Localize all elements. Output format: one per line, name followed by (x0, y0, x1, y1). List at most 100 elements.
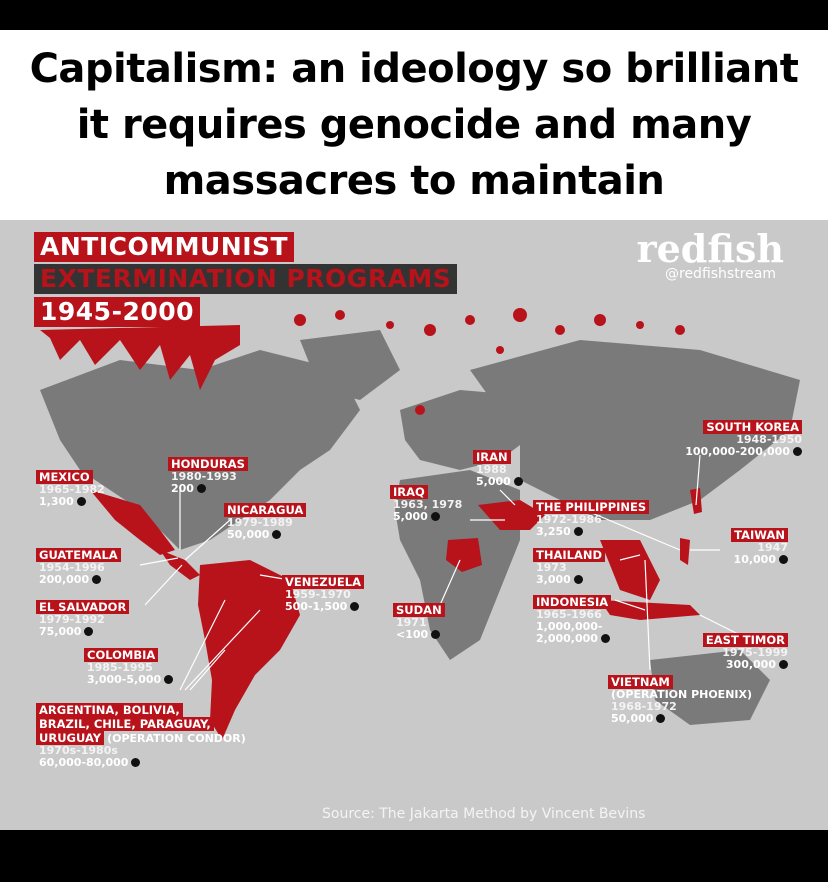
skull-icon (92, 575, 102, 584)
label-venezuela: VENEZUELA 1959-1970 500-1,500 (282, 575, 364, 613)
iran-count: 5,000 (476, 475, 511, 488)
condor-name-line3: URUGUAY (36, 731, 105, 745)
vietnam-name: VIETNAM (608, 675, 673, 689)
indonesia-years: 1965-1966 (536, 608, 602, 621)
colombia-years: 1985-1995 (87, 661, 153, 674)
venezuela-count: 500-1,500 (285, 600, 348, 613)
honduras-count: 200 (171, 482, 194, 495)
blood-splatter (40, 308, 685, 415)
skull-icon (600, 634, 610, 643)
el-salvador-years: 1979-1992 (39, 613, 105, 626)
mexico-count: 1,300 (39, 495, 74, 508)
el-salvador-name: EL SALVADOR (36, 600, 130, 614)
el-salvador-count: 75,000 (39, 625, 82, 638)
label-east-timor: EAST TIMOR 1975-1999 300,000 (702, 633, 788, 671)
skull-icon (350, 602, 360, 611)
skull-icon (430, 512, 440, 521)
condor-count: 60,000-80,000 (39, 756, 129, 769)
nicaragua-name: NICARAGUA (224, 503, 307, 517)
poster-title-line1: ANTICOMMUNIST (34, 232, 295, 262)
vietnam-operation: (OPERATION PHOENIX) (611, 688, 753, 701)
skull-icon (84, 627, 94, 636)
honduras-name: HONDURAS (168, 457, 248, 471)
meme-caption: Capitalism: an ideology so brilliant it … (0, 30, 828, 220)
condor-years: 1970s-1980s (39, 744, 118, 757)
label-iraq: IRAQ 1963, 1978 5,000 (390, 485, 462, 523)
condor-operation: (OPERATION CONDOR) (107, 732, 246, 745)
australia-landmass (650, 650, 770, 725)
philippines-region (680, 538, 690, 565)
nicaragua-count: 50,000 (227, 528, 270, 541)
sudan-years: 1971 (396, 616, 427, 629)
sudan-name: SUDAN (393, 603, 445, 617)
asia-landmass (470, 340, 800, 520)
label-operation-condor: ARGENTINA, BOLIVIA, BRAZIL, CHILE, PARAG… (36, 703, 246, 769)
world-map (40, 308, 800, 740)
taiwan-count: 10,000 (733, 553, 776, 566)
iraq-iran-region (478, 500, 545, 530)
philippines-count: 3,250 (536, 525, 571, 538)
iraq-count: 5,000 (393, 510, 428, 523)
label-thailand: THAILAND 1973 3,000 (533, 548, 606, 586)
label-sudan: SUDAN 1971 <100 (393, 603, 445, 641)
skull-icon (513, 477, 523, 486)
skull-icon (272, 530, 282, 539)
guatemala-years: 1954-1996 (39, 561, 105, 574)
southeast-asia-region (600, 540, 660, 600)
label-nicaragua: NICARAGUA 1979-1989 50,000 (224, 503, 307, 541)
brand-handle: @redfishstream (665, 266, 776, 282)
skull-icon (164, 675, 174, 684)
honduras-years: 1980-1993 (171, 470, 237, 483)
east-timor-name: EAST TIMOR (702, 633, 788, 647)
skull-icon (131, 758, 141, 767)
indonesia-region (600, 600, 700, 620)
colombia-name: COLOMBIA (84, 648, 159, 662)
vietnam-years: 1968-1972 (611, 700, 677, 713)
skull-icon (431, 630, 441, 639)
label-south-korea: SOUTH KOREA 1948-1950 100,000-200,000 (682, 420, 802, 458)
label-honduras: HONDURAS 1980-1993 200 (168, 457, 248, 495)
skull-icon (779, 555, 788, 564)
condor-name-line1: ARGENTINA, BOLIVIA, (36, 703, 183, 717)
label-taiwan: TAIWAN 1947 10,000 (731, 528, 788, 566)
poster-title-line3: 1945-2000 (34, 297, 201, 327)
iran-name: IRAN (473, 450, 511, 464)
venezuela-years: 1959-1970 (285, 588, 351, 601)
colombia-count: 3,000-5,000 (87, 673, 162, 686)
top-black-bar (0, 0, 828, 30)
central-america-region (160, 550, 200, 580)
mexico-name: MEXICO (36, 470, 93, 484)
skull-icon (793, 447, 802, 456)
leader-lines (139, 454, 741, 691)
label-philippines: THE PHILIPPINES 1972-1986 3,250 (533, 500, 650, 538)
caption-text: Capitalism: an ideology so brilliant it … (29, 46, 799, 204)
guatemala-count: 200,000 (39, 573, 90, 586)
label-indonesia: INDONESIA 1965-1966 1,000,000- 2,000,000 (533, 595, 612, 645)
south-korea-years: 1948-1950 (736, 433, 802, 446)
indonesia-name: INDONESIA (533, 595, 612, 609)
label-mexico: MEXICO 1965-1982 1,300 (36, 470, 105, 508)
thailand-years: 1973 (536, 561, 567, 574)
skull-icon (779, 660, 788, 669)
taiwan-name: TAIWAN (731, 528, 788, 542)
skull-icon (196, 484, 206, 493)
east-timor-count: 300,000 (725, 658, 776, 671)
brand-logo: redfish (636, 226, 784, 271)
source-credit: Source: The Jakarta Method by Vincent Be… (322, 806, 646, 822)
nicaragua-years: 1979-1989 (227, 516, 293, 529)
greenland-landmass (300, 330, 400, 400)
bottom-black-bar (0, 830, 828, 882)
taiwan-years: 1947 (757, 541, 788, 554)
east-timor-years: 1975-1999 (722, 646, 788, 659)
guatemala-name: GUATEMALA (36, 548, 121, 562)
skull-icon (573, 527, 583, 536)
sudan-count: <100 (396, 628, 429, 641)
thailand-count: 3,000 (536, 573, 571, 586)
label-colombia: COLOMBIA 1985-1995 3,000-5,000 (84, 648, 174, 686)
philippines-name: THE PHILIPPINES (533, 500, 650, 514)
north-america-landmass (40, 350, 360, 550)
sudan-region (446, 538, 482, 572)
iraq-years: 1963, 1978 (393, 498, 463, 511)
south-america-region (198, 560, 300, 740)
poster-title-line2: EXTERMINATION PROGRAMS (34, 264, 458, 294)
